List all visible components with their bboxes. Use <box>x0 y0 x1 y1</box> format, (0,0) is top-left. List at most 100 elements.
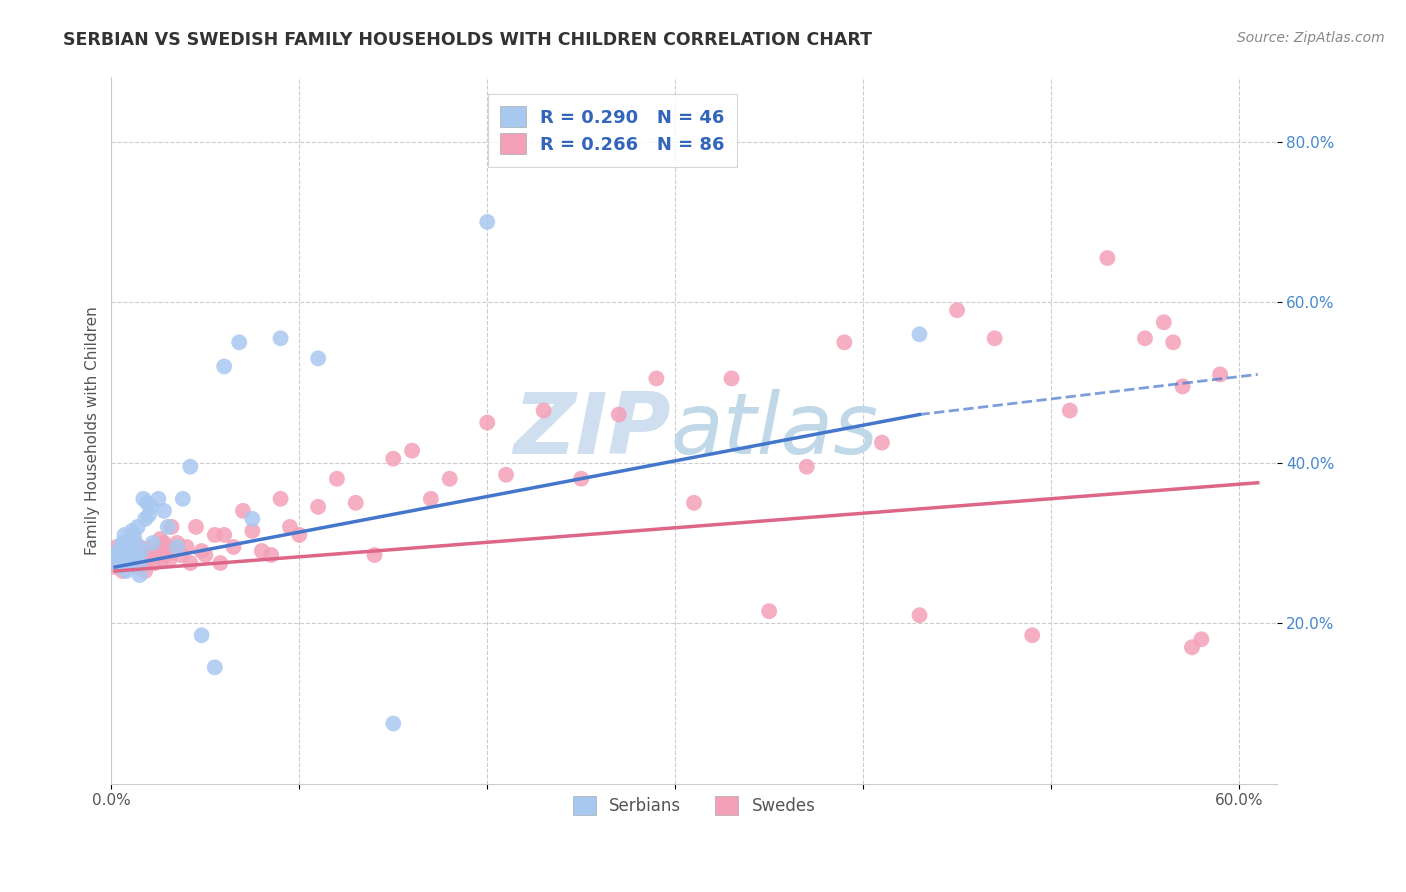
Point <box>128 568 150 582</box>
Point <box>121 524 143 538</box>
Point <box>108 544 131 558</box>
Point <box>138 508 160 522</box>
Point <box>190 544 212 558</box>
Point <box>270 331 292 345</box>
Point <box>132 491 155 506</box>
Point <box>155 548 177 562</box>
Point <box>139 548 162 562</box>
Point <box>1133 331 1156 345</box>
Point <box>162 544 184 558</box>
Point <box>149 532 172 546</box>
Point <box>1209 368 1232 382</box>
Point <box>908 327 931 342</box>
Point <box>533 403 555 417</box>
Point <box>382 451 405 466</box>
Point <box>150 552 173 566</box>
Point <box>307 500 329 514</box>
Point <box>170 548 193 562</box>
Point <box>495 467 517 482</box>
Point <box>758 604 780 618</box>
Point <box>111 564 134 578</box>
Point <box>136 544 159 558</box>
Point <box>114 544 136 558</box>
Text: ZIP: ZIP <box>513 389 671 472</box>
Point <box>720 371 742 385</box>
Point <box>120 552 142 566</box>
Point <box>477 416 499 430</box>
Point <box>212 528 235 542</box>
Point <box>110 540 132 554</box>
Point <box>134 548 156 562</box>
Point <box>143 556 166 570</box>
Point <box>179 556 201 570</box>
Point <box>179 459 201 474</box>
Point <box>344 496 367 510</box>
Point <box>104 560 127 574</box>
Text: Source: ZipAtlas.com: Source: ZipAtlas.com <box>1237 31 1385 45</box>
Point <box>240 524 263 538</box>
Point <box>222 540 245 554</box>
Point <box>439 472 461 486</box>
Point <box>159 552 181 566</box>
Point <box>142 540 165 554</box>
Point <box>382 716 405 731</box>
Point <box>288 528 311 542</box>
Point <box>115 564 138 578</box>
Point <box>139 500 162 514</box>
Point <box>138 552 160 566</box>
Point <box>834 335 856 350</box>
Point <box>156 540 179 554</box>
Point <box>1059 403 1081 417</box>
Point <box>172 491 194 506</box>
Point <box>1171 379 1194 393</box>
Point <box>401 443 423 458</box>
Point <box>176 540 198 554</box>
Point <box>166 536 188 550</box>
Point <box>645 371 668 385</box>
Point <box>683 496 706 510</box>
Point <box>1161 335 1184 350</box>
Point <box>228 335 250 350</box>
Point <box>204 528 226 542</box>
Point <box>111 548 134 562</box>
Point <box>270 491 292 506</box>
Point <box>148 491 170 506</box>
Point <box>1181 640 1204 655</box>
Point <box>142 536 165 550</box>
Point <box>1189 632 1212 647</box>
Point <box>127 520 149 534</box>
Y-axis label: Family Households with Children: Family Households with Children <box>86 306 100 555</box>
Point <box>115 556 138 570</box>
Point <box>127 560 149 574</box>
Point <box>190 628 212 642</box>
Point <box>110 560 132 574</box>
Point <box>105 556 128 570</box>
Point <box>145 548 167 562</box>
Legend: Serbians, Swedes: Serbians, Swedes <box>562 786 825 825</box>
Point <box>122 528 145 542</box>
Point <box>796 459 818 474</box>
Point <box>908 608 931 623</box>
Point <box>607 408 630 422</box>
Point <box>114 528 136 542</box>
Point <box>1153 315 1175 329</box>
Point <box>569 472 592 486</box>
Point <box>1097 251 1119 265</box>
Point <box>194 548 217 562</box>
Point <box>122 544 145 558</box>
Point <box>114 552 136 566</box>
Point <box>125 548 148 562</box>
Point <box>148 544 170 558</box>
Point <box>125 548 148 562</box>
Point <box>204 660 226 674</box>
Point <box>134 564 156 578</box>
Point <box>160 520 183 534</box>
Point <box>136 496 159 510</box>
Point <box>209 556 232 570</box>
Point <box>111 536 134 550</box>
Point <box>122 540 145 554</box>
Point <box>131 544 153 558</box>
Point <box>240 512 263 526</box>
Point <box>117 540 139 554</box>
Point <box>946 303 969 318</box>
